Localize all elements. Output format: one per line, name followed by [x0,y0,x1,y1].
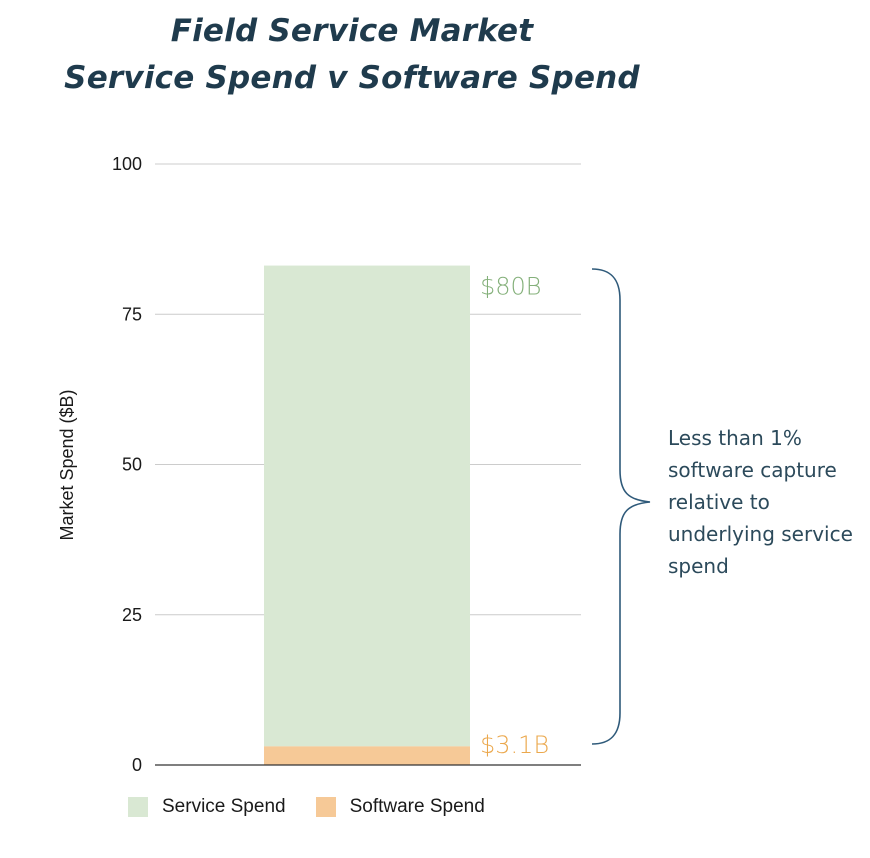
y-axis-ticks: 0 25 50 75 100 [112,154,142,775]
y-tick-label: 50 [122,455,142,475]
bar-stack [264,265,470,765]
data-labels: $80B $3.1B [480,273,549,759]
y-tick-label: 25 [122,605,142,625]
legend-swatch-software [315,797,336,817]
bar-service-spend [264,265,470,747]
data-label-service: $80B [480,273,542,301]
y-axis-title: Market Spend ($B) [57,389,77,540]
legend: Service Spend Software Spend [128,796,515,818]
y-tick-label: 0 [132,755,142,775]
y-tick-label: 100 [112,154,142,174]
legend-swatch-service [128,797,148,817]
bar-software-spend [264,746,470,765]
chart-title-line-1: Field Service Market [170,13,534,49]
legend-label-service: Service Spend [162,796,286,817]
curly-brace-annotation [591,268,651,745]
legend-item-software: Software Spend [315,796,485,818]
data-label-software: $3.1B [480,731,549,759]
y-tick-label: 75 [122,304,142,324]
legend-item-service: Service Spend [128,796,286,818]
legend-label-software: Software Spend [349,796,485,817]
chart-title-line-2: Service Spend v Software Spend [64,60,640,96]
annotation-text: Less than 1% software capture relative t… [668,426,853,578]
